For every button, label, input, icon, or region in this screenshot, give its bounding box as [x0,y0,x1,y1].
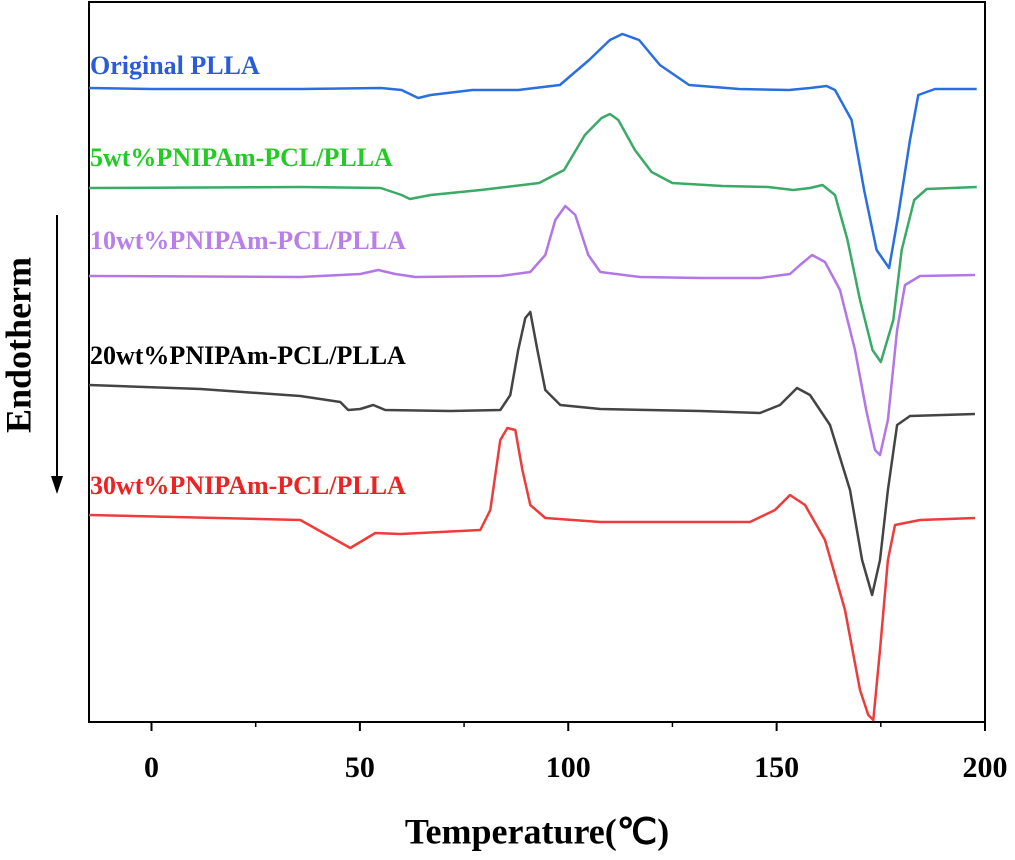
arrow-head [51,476,63,494]
series-line [88,32,977,270]
x-tick-label: 150 [754,751,799,784]
series-label: Original PLLA [90,51,260,80]
series-label: 20wt%PNIPAm-PCL/PLLA [90,341,406,370]
series-line [88,310,976,597]
series-line [88,204,976,457]
plot-frame [88,1,986,723]
x-axis-label: Temperature(℃) [405,811,669,851]
series-label: 10wt%PNIPAm-PCL/PLLA [90,226,406,255]
series-label: 30wt%PNIPAm-PCL/PLLA [90,471,406,500]
series-line [88,426,976,722]
x-tick-label: 200 [963,751,1008,784]
y-axis-label: Endotherm [0,257,38,433]
series-label: 5wt%PNIPAm-PCL/PLLA [90,143,393,172]
x-tick-label: 0 [144,751,159,784]
x-tick-label: 100 [546,751,591,784]
series-line [88,112,977,364]
x-tick-label: 50 [345,751,375,784]
